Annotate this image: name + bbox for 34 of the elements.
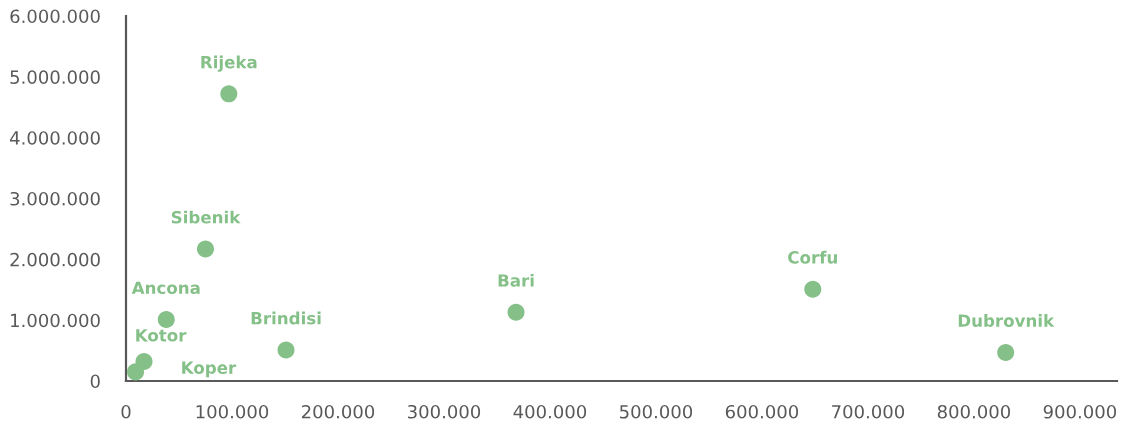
x-tick-label: 200.000 [301, 404, 375, 419]
x-tick-label: 700.000 [832, 404, 905, 419]
y-tick-label: 1.000.000 [11, 313, 100, 328]
x-tick-label: 400.000 [513, 404, 587, 419]
point [220, 85, 238, 103]
point [997, 343, 1015, 361]
x-tick-label: 0 [121, 404, 131, 419]
point [196, 240, 214, 258]
x-tick-label: 100.000 [196, 404, 269, 419]
y-tick-label: 3.000.000 [10, 191, 100, 206]
annotation: Rijeka [201, 55, 257, 72]
annotation: Koper [182, 361, 237, 378]
y-tick-label: 2.000.000 [10, 252, 100, 267]
x-tick-label: 600.000 [725, 404, 799, 419]
y-tick-label: 4.000.000 [9, 131, 100, 145]
y-tick-label: 6.000.000 [10, 9, 100, 24]
point [127, 363, 145, 381]
y-tick-label: 5.000.000 [10, 70, 100, 84]
annotation: Dubrovnik [958, 314, 1055, 327]
x-tick-label: 900.000 [1043, 404, 1117, 419]
x-tick-label: 800.000 [937, 404, 1011, 419]
annotation: Ancona [131, 281, 200, 295]
point [507, 303, 525, 321]
y-tick-label: 0 [90, 374, 100, 389]
annotation: Brindisi [251, 311, 321, 325]
annotation: Kotor [136, 329, 187, 342]
x-tick-label: 500.000 [620, 404, 693, 419]
point [804, 280, 822, 298]
annotation: Bari [498, 273, 534, 287]
x-tick-label: 300.000 [408, 404, 481, 419]
annotation: Sibenik [171, 210, 241, 224]
point [157, 311, 175, 329]
point [277, 341, 295, 359]
annotation: Corfu [788, 250, 837, 264]
